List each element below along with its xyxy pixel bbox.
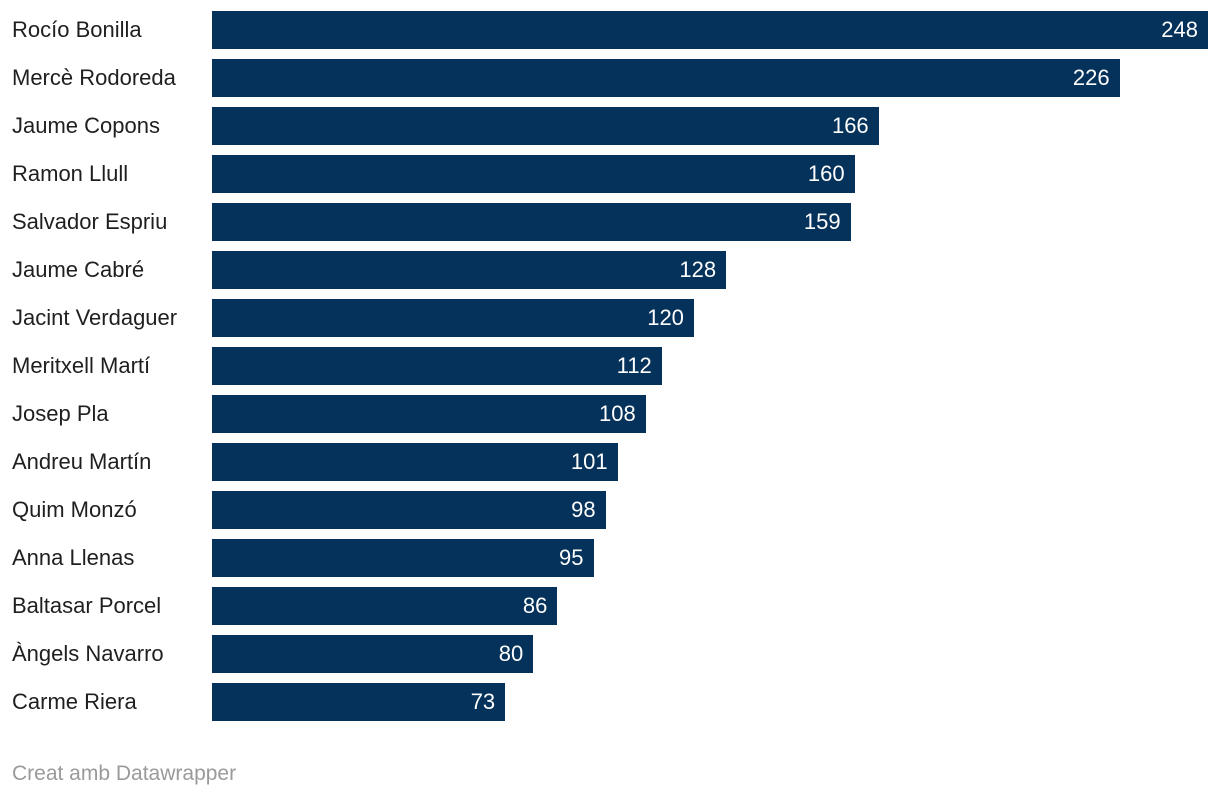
bar-track: 128 (212, 251, 1208, 289)
category-label: Meritxell Martí (12, 353, 151, 378)
chart-row: Andreu Martín 101 (0, 438, 1220, 486)
chart-row: Carme Riera 73 (0, 678, 1220, 726)
value-label: 248 (1161, 17, 1198, 42)
bar-track: 248 (212, 11, 1208, 49)
bar-track: 101 (212, 443, 1208, 481)
bar: 98 (212, 491, 606, 529)
chart-row: Ramon Llull 160 (0, 150, 1220, 198)
bar-track: 95 (212, 539, 1208, 577)
bar-track: 80 (212, 635, 1208, 673)
category-label: Àngels Navarro (12, 641, 164, 666)
chart-row: Jacint Verdaguer 120 (0, 294, 1220, 342)
bar: 159 (212, 203, 851, 241)
bar: 73 (212, 683, 506, 721)
category-label: Jaume Cabré (12, 257, 145, 282)
value-label: 98 (571, 497, 596, 522)
bar: 226 (212, 59, 1120, 97)
bar: 120 (212, 299, 694, 337)
value-label: 160 (807, 161, 845, 186)
category-label: Jaume Copons (12, 113, 160, 138)
chart-rows: Rocío Bonilla 248 Mercè Rodoreda 226 Jaume C… (0, 6, 1220, 726)
bar-track: 166 (212, 107, 1208, 145)
bar: 86 (212, 587, 558, 625)
value-label: 226 (1072, 65, 1110, 90)
bar: 80 (212, 635, 534, 673)
value-label: 101 (570, 449, 608, 474)
chart-row: Salvador Espriu 159 (0, 198, 1220, 246)
value-label: 159 (803, 209, 841, 234)
bar: 160 (212, 155, 855, 193)
value-label: 112 (616, 353, 652, 378)
chart-row: Àngels Navarro 80 (0, 630, 1220, 678)
category-label: Mercè Rodoreda (12, 65, 176, 90)
value-label: 73 (470, 689, 496, 714)
bar: 128 (212, 251, 727, 289)
chart-row: Meritxell Martí 112 (0, 342, 1220, 390)
value-label: 80 (498, 641, 524, 666)
bar-track: 98 (212, 491, 1208, 529)
chart-row: Josep Pla 108 (0, 390, 1220, 438)
bar: 95 (212, 539, 594, 577)
value-label: 86 (522, 593, 548, 618)
category-label: Rocío Bonilla (12, 17, 142, 42)
bar-track: 73 (212, 683, 1208, 721)
datawrapper-credit: Creat amb Datawrapper (12, 762, 237, 785)
category-label: Baltasar Porcel (12, 593, 162, 618)
chart-row: Quim Monzó 98 (0, 486, 1220, 534)
category-label: Anna Llenas (12, 545, 135, 570)
bar-track: 120 (212, 299, 1208, 337)
chart-row: Anna Llenas 95 (0, 534, 1220, 582)
category-label: Quim Monzó (12, 497, 137, 522)
chart-row: Mercè Rodoreda 226 (0, 54, 1220, 102)
bar: 108 (212, 395, 646, 433)
chart-row: Rocío Bonilla 248 (0, 6, 1220, 54)
bar-track: 86 (212, 587, 1208, 625)
value-label: 108 (599, 401, 636, 426)
bar-track: 160 (212, 155, 1208, 193)
bar: 101 (212, 443, 618, 481)
bar-track: 159 (212, 203, 1208, 241)
category-label: Andreu Martín (12, 449, 152, 474)
value-label: 128 (679, 257, 717, 282)
bar: 112 (212, 347, 662, 385)
category-label: Josep Pla (12, 401, 109, 426)
category-label: Salvador Espriu (12, 209, 168, 234)
bar-track: 226 (212, 59, 1208, 97)
value-label: 120 (647, 305, 684, 330)
category-label: Ramon Llull (12, 161, 129, 186)
value-label: 95 (559, 545, 584, 570)
category-label: Carme Riera (12, 689, 137, 714)
chart-row: Jaume Cabré 128 (0, 246, 1220, 294)
bar: 248 (212, 11, 1208, 49)
category-label: Jacint Verdaguer (12, 305, 178, 330)
value-label: 166 (831, 113, 869, 138)
bar: 166 (212, 107, 879, 145)
chart-row: Jaume Copons 166 (0, 102, 1220, 150)
bar-track: 112 (212, 347, 1208, 385)
bar-track: 108 (212, 395, 1208, 433)
chart-row: Baltasar Porcel 86 (0, 582, 1220, 630)
